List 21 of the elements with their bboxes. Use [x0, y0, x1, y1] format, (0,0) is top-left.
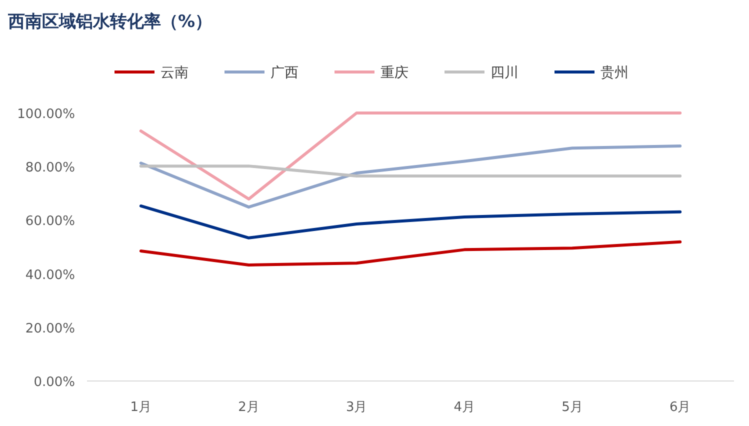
- y-tick-label: 80.00%: [25, 160, 75, 176]
- legend-label: 广西: [270, 65, 298, 81]
- y-tick-label: 20.00%: [25, 321, 75, 336]
- x-tick-label: 1月: [130, 400, 152, 415]
- x-tick-label: 5月: [562, 400, 583, 415]
- x-tick-label: 6月: [669, 400, 691, 415]
- chart-title: 西南区域铝水转化率（%）: [7, 12, 212, 32]
- y-tick-label: 0.00%: [34, 375, 75, 390]
- line-series: [139, 144, 682, 209]
- x-tick-label: 2月: [238, 400, 260, 415]
- x-tick-label: 3月: [346, 400, 368, 415]
- legend-label: 重庆: [380, 65, 408, 81]
- y-tick-label: 60.00%: [25, 214, 75, 230]
- line-series: [139, 204, 682, 240]
- y-tick-label: 40.00%: [25, 268, 75, 283]
- legend-label: 四川: [490, 65, 518, 81]
- line-series: [139, 240, 682, 266]
- y-tick-label: 100.00%: [17, 107, 75, 122]
- x-tick-label: 4月: [454, 400, 476, 415]
- legend-label: 云南: [160, 65, 188, 81]
- legend-label: 贵州: [600, 65, 628, 81]
